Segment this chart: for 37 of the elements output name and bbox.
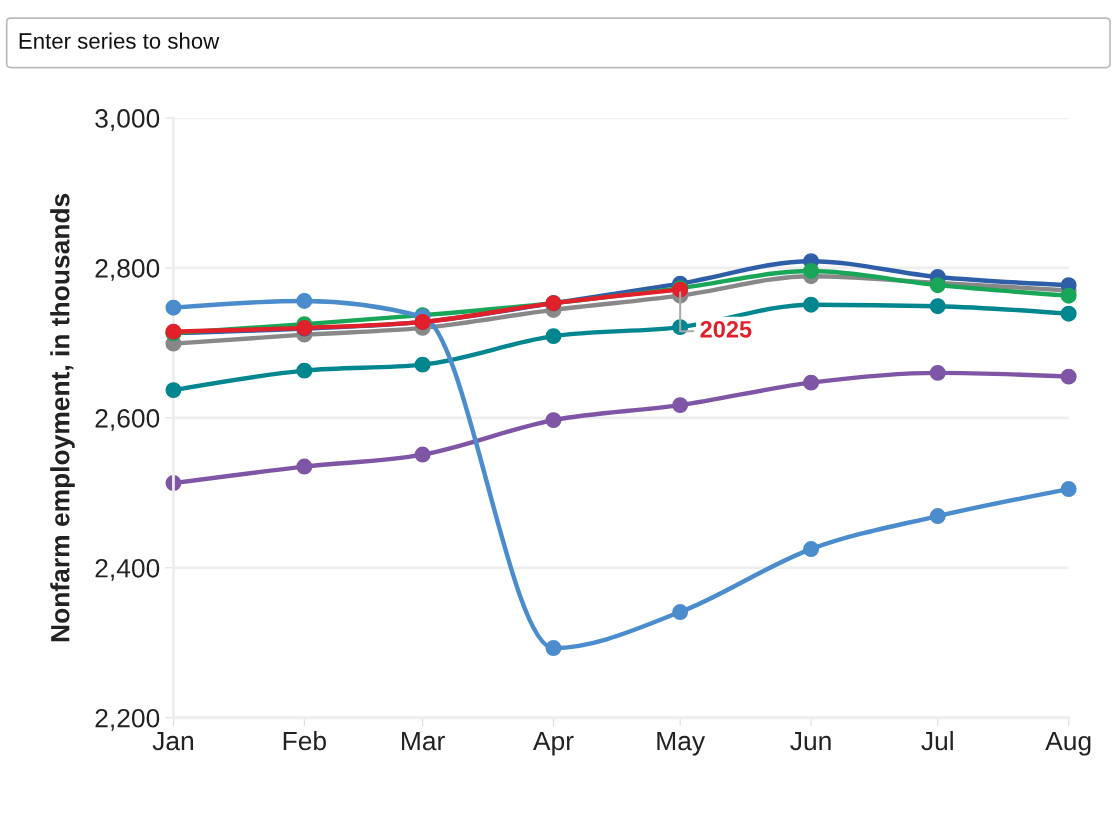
point	[545, 640, 562, 657]
point	[929, 508, 946, 525]
point	[1060, 368, 1077, 385]
y-tick-label: 2,400	[95, 558, 160, 581]
point	[672, 397, 689, 414]
point	[803, 296, 820, 313]
point	[545, 412, 562, 429]
x-tick-label: Aug	[1045, 731, 1091, 756]
y-axis-title: Nonfarm employment, in thousands	[50, 193, 75, 642]
y-tick-label: 2,800	[95, 259, 160, 281]
text: Enter series to show	[19, 32, 220, 49]
point	[929, 364, 946, 381]
y-tick-label: 3,000	[95, 109, 160, 131]
point	[165, 382, 182, 399]
point	[1060, 305, 1077, 322]
point	[545, 328, 562, 345]
x-tick-label: Jan	[152, 731, 194, 751]
point	[803, 541, 820, 558]
series-label: 2025	[700, 320, 752, 338]
x-tick-label: Feb	[283, 730, 326, 751]
point	[1060, 287, 1077, 304]
x-tick-label: Mar	[402, 731, 445, 751]
point	[929, 298, 946, 315]
x-tick-label: Apr	[533, 731, 574, 756]
point	[1060, 481, 1077, 498]
point	[803, 262, 820, 279]
point	[296, 362, 313, 379]
point	[803, 374, 820, 391]
point	[296, 292, 313, 309]
x-tick-label: Jul	[921, 730, 953, 751]
point	[296, 458, 313, 475]
point	[672, 604, 689, 621]
x-tick-label: May	[657, 731, 706, 756]
y-tick-label: 2,600	[95, 409, 160, 431]
y-tick-label: 2,200	[95, 708, 160, 731]
x-tick-label: Jun	[790, 731, 831, 751]
point	[165, 299, 182, 316]
